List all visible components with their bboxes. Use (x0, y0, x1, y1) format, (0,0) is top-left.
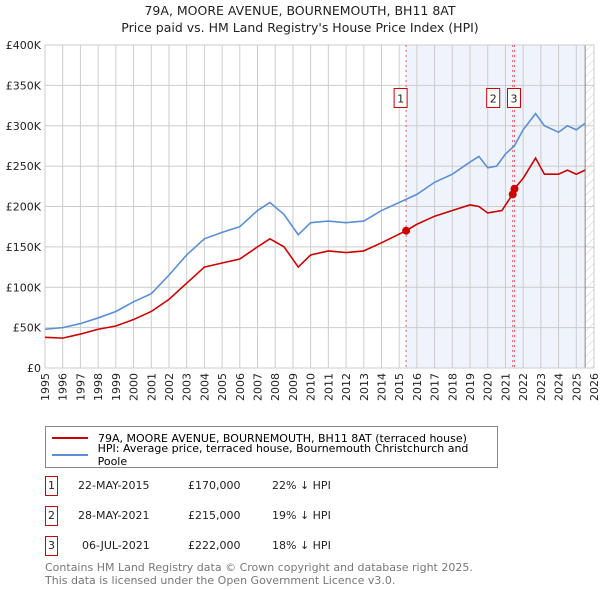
x-tick-label: 1995 (39, 373, 52, 401)
sale-number: 3 (45, 536, 58, 556)
sale-label: 3 (510, 92, 517, 105)
sale-hpi: 19% ↓ HPI (272, 509, 331, 522)
x-tick-label: 2016 (411, 373, 424, 401)
x-tick-label: 2026 (588, 373, 600, 401)
x-tick-label: 2006 (234, 373, 247, 401)
x-tick-label: 2004 (198, 373, 211, 401)
footer-line: This data is licensed under the Open Gov… (45, 574, 396, 587)
x-tick-label: 2024 (553, 373, 566, 401)
x-tick-label: 1998 (92, 373, 105, 401)
sale-row: 3 06-JUL-2021 £222,000 18% ↓ HPI (45, 536, 445, 556)
sale-hpi: 22% ↓ HPI (272, 479, 331, 492)
y-tick-label: £100K (6, 281, 42, 294)
x-tick-label: 2010 (305, 373, 318, 401)
x-tick-label: 2002 (163, 373, 176, 401)
x-tick-label: 2021 (499, 373, 512, 401)
sale-price: £170,000 (188, 479, 241, 492)
x-tick-label: 2008 (269, 373, 282, 401)
hpi-line (44, 112, 586, 331)
legend: 79A, MOORE AVENUE, BOURNEMOUTH, BH11 8AT… (45, 426, 498, 468)
x-tick-label: 2012 (340, 373, 353, 401)
sale-price: £215,000 (188, 509, 241, 522)
sale-label: 1 (397, 92, 404, 105)
sale-date: 06-JUL-2021 (82, 539, 150, 552)
legend-label: 79A, MOORE AVENUE, BOURNEMOUTH, BH11 8AT… (98, 431, 467, 445)
x-tick-label: 2020 (482, 373, 495, 401)
sale-price: £222,000 (188, 539, 241, 552)
y-tick-label: £200K (6, 201, 42, 214)
y-tick-label: £250K (6, 160, 42, 173)
legend-label: HPI: Average price, terraced house, Bour… (97, 442, 469, 468)
chart-subtitle: Price paid vs. HM Land Registry's House … (121, 20, 479, 35)
chart-title: 79A, MOORE AVENUE, BOURNEMOUTH, BH11 8AT (144, 3, 456, 18)
x-tick-label: 1999 (110, 373, 123, 401)
sale-label: 2 (490, 92, 497, 105)
y-tick-label: £0 (27, 362, 41, 375)
sale-label-box (393, 87, 408, 108)
y-tick-label: £400K (6, 39, 42, 52)
legend-item-hpi: HPI: Average price, terraced house, Bour… (52, 442, 497, 468)
legend-swatch (52, 437, 88, 439)
x-tick-label: 2001 (145, 373, 158, 401)
x-tick-label: 2009 (287, 373, 300, 401)
sale-date: 28-MAY-2021 (78, 509, 150, 522)
sale-row: 2 28-MAY-2021 £215,000 19% ↓ HPI (45, 506, 445, 526)
x-tick-label: 2000 (128, 373, 141, 401)
legend-swatch (52, 454, 88, 456)
x-tick-label: 2018 (446, 373, 459, 401)
price-paid-line (44, 156, 586, 339)
y-tick-label: £50K (13, 322, 42, 335)
x-tick-label: 1997 (74, 373, 87, 401)
legend-item-property: 79A, MOORE AVENUE, BOURNEMOUTH, BH11 8AT… (52, 430, 467, 446)
x-tick-label: 2003 (181, 373, 194, 401)
x-tick-label: 2017 (429, 373, 442, 401)
sale-number: 1 (45, 476, 58, 496)
sale-point (402, 226, 411, 235)
footer: Contains HM Land Registry data © Crown c… (45, 561, 473, 587)
sale-row: 1 22-MAY-2015 £170,000 22% ↓ HPI (45, 476, 445, 496)
x-tick-label: 2019 (464, 373, 477, 401)
x-tick-label: 2014 (375, 373, 388, 401)
plot-area: 1995 1996 1997 1998 1999 2000 2001 2002 2003 2004… (6, 39, 600, 401)
plot-border (44, 44, 595, 369)
sale-point (510, 184, 519, 193)
sale-number: 2 (45, 506, 58, 526)
x-tick-label: 2025 (570, 373, 583, 401)
sale-label-box (506, 87, 521, 108)
x-tick-label: 1996 (57, 373, 70, 401)
sale-hpi: 18% ↓ HPI (272, 539, 331, 552)
x-tick-label: 2022 (517, 373, 530, 401)
y-tick-label: £150K (6, 241, 42, 254)
y-tick-label: £350K (6, 79, 42, 92)
x-tick-label: 2011 (322, 373, 335, 401)
sale-label-box (486, 87, 501, 108)
x-tick-label: 2013 (358, 373, 371, 401)
x-tick-label: 2007 (252, 373, 265, 401)
footer-line: Contains HM Land Registry data © Crown c… (45, 561, 473, 574)
x-tick-label: 2015 (393, 373, 406, 401)
x-tick-label: 2005 (216, 373, 229, 401)
x-tick-label: 2023 (535, 373, 548, 401)
y-tick-label: £300K (6, 120, 42, 133)
sale-date: 22-MAY-2015 (78, 479, 150, 492)
